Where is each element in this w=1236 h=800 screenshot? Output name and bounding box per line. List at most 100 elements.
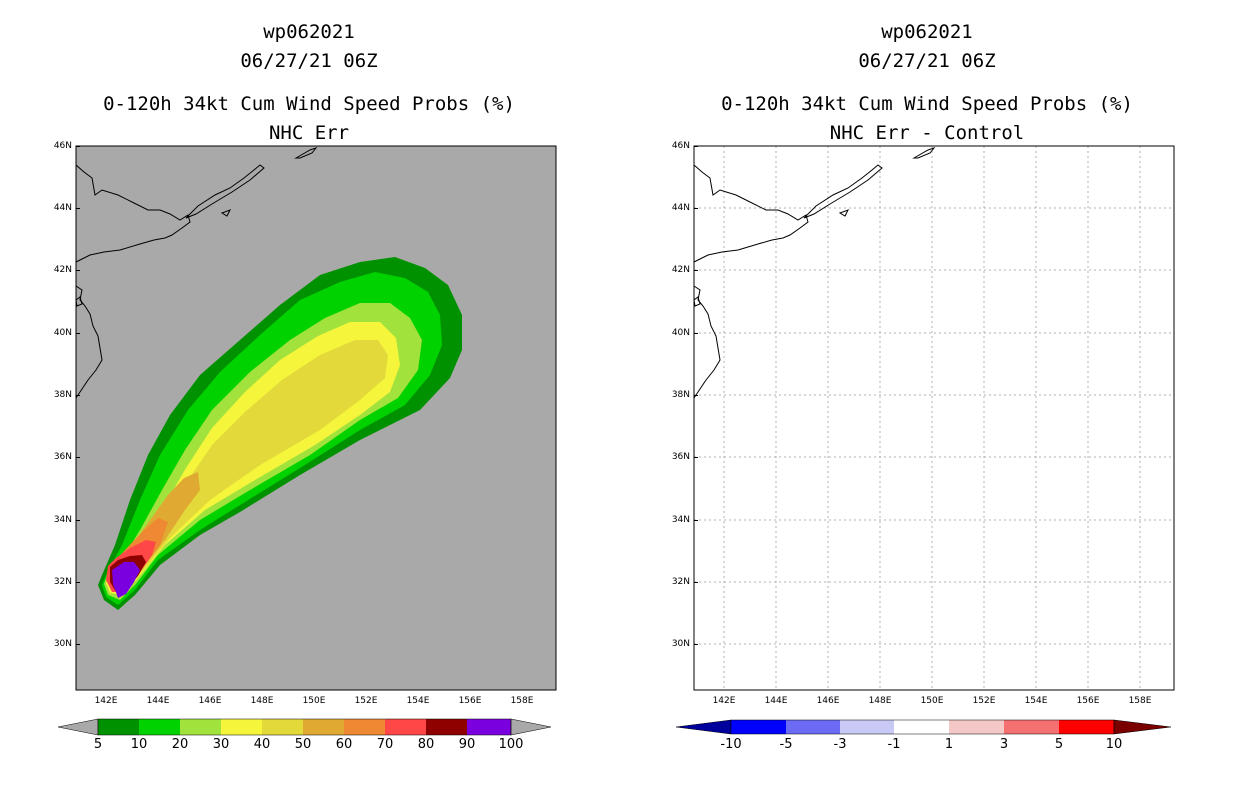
colorbar-label: 20 (171, 737, 189, 752)
colorbar-label: -10 (720, 737, 742, 752)
latitude-label: 36N (671, 452, 690, 462)
colorbar-label: -3 (833, 737, 847, 752)
colorbar-label: -5 (779, 737, 793, 752)
latitude-tick (76, 146, 80, 147)
colorbar-bin-30 (221, 719, 262, 735)
longitude-label: 150E (920, 696, 944, 706)
colorbar-bin-1 (949, 720, 1004, 734)
latitude-label: 44N (53, 203, 72, 213)
colorbar-bin-neg1 (894, 720, 949, 734)
latitude-label: 32N (671, 577, 690, 587)
left-panel: wp062021 06/27/21 06Z 0-120h 34kt Cum Wi… (53, 21, 557, 752)
longitude-label: 144E (764, 696, 788, 706)
latitude-tick (76, 644, 80, 645)
colorbar-low-arrow (675, 719, 732, 735)
latitude-label: 44N (671, 203, 690, 213)
colorbar-label: -1 (887, 737, 901, 752)
longitude-label: 154E (1024, 696, 1048, 706)
colorbar-label: 10 (1105, 737, 1123, 752)
latitude-label: 40N (53, 328, 72, 338)
latitude-label: 34N (671, 515, 690, 525)
latitude-tick (694, 644, 698, 645)
latitude-tick (694, 208, 698, 209)
right-panel: wp062021 06/27/21 06Z 0-120h 34kt Cum Wi… (618, 0, 1236, 800)
latitude-label: 46N (53, 141, 72, 151)
colorbar-bin-10 (139, 719, 180, 735)
latitude-label: 32N (53, 577, 72, 587)
longitude-label: 148E (250, 696, 274, 706)
probability-colorbar (57, 718, 552, 736)
colorbar-bin-neg3 (840, 720, 894, 734)
map-frame (75, 145, 557, 691)
longitude-label: 156E (458, 696, 482, 706)
contour-40 (108, 340, 388, 592)
latitude-label: 30N (53, 639, 72, 649)
colorbar-label: 90 (458, 737, 476, 752)
latitude-label: 34N (53, 515, 72, 525)
colorbar-bin-80 (426, 719, 467, 735)
datetime-title: 06/27/21 06Z (240, 50, 378, 72)
longitude-label: 158E (510, 696, 534, 706)
longitude-label: 158E (1128, 696, 1152, 706)
latitude-label: 30N (671, 639, 690, 649)
longitude-label: 146E (816, 696, 840, 706)
colorbar-label: 70 (376, 737, 394, 752)
colorbar-label: 40 (253, 737, 271, 752)
latitude-tick (694, 333, 698, 334)
colorbar-bin-neg5 (786, 720, 840, 734)
longitude-label: 148E (868, 696, 892, 706)
longitude-label: 142E (712, 696, 736, 706)
longitude-label: 152E (972, 696, 996, 706)
longitude-label: 154E (406, 696, 430, 706)
product-title: 0-120h 34kt Cum Wind Speed Probs (%) (721, 93, 1133, 115)
colorbar-high-arrow (510, 718, 552, 736)
colorbar-bin-20 (180, 719, 221, 735)
latitude-label: 42N (53, 265, 72, 275)
latitude-label: 42N (671, 265, 690, 275)
colorbar-label: 3 (999, 737, 1009, 752)
coastline (75, 146, 318, 399)
longitude-label: 150E (302, 696, 326, 706)
colorbar-label: 1 (944, 737, 954, 752)
colorbar-label: 5 (1054, 737, 1064, 752)
latitude-label: 46N (671, 141, 690, 151)
colorbar-bin-50 (303, 719, 344, 735)
colorbar-bin-60 (344, 719, 385, 735)
colorbar-label: 60 (335, 737, 353, 752)
colorbar-bin-neg10 (731, 720, 786, 734)
method-title: NHC Err (268, 122, 350, 144)
colorbar-bin-5 (1059, 720, 1114, 734)
latitude-label: 40N (671, 328, 690, 338)
difference-map (675, 145, 1175, 735)
latitude-label: 38N (53, 390, 72, 400)
colorbar-label: 5 (93, 737, 103, 752)
storm-id-title: wp062021 (263, 21, 355, 43)
colorbar-label: 30 (212, 737, 230, 752)
probability-map (57, 145, 557, 736)
latitude-tick (76, 520, 80, 521)
coastline (693, 146, 936, 399)
product-title: 0-120h 34kt Cum Wind Speed Probs (%) (103, 93, 515, 115)
longitude-label: 142E (94, 696, 118, 706)
latitude-label: 36N (53, 452, 72, 462)
latitude-tick (694, 582, 698, 583)
contour-90 (112, 562, 140, 598)
probability-swath (98, 257, 462, 610)
colorbar-bin-5 (98, 719, 139, 735)
latitude-tick (694, 146, 698, 147)
map-frame (693, 145, 1175, 691)
longitude-label: 156E (1076, 696, 1100, 706)
colorbar-low-arrow (57, 718, 99, 736)
latitude-tick (76, 208, 80, 209)
latitude-tick (694, 520, 698, 521)
colorbar-label: 100 (498, 737, 524, 752)
latitude-tick (694, 395, 698, 396)
latitude-tick (694, 457, 698, 458)
difference-colorbar (675, 719, 1172, 735)
map-background (694, 146, 1174, 690)
colorbar-label: 80 (417, 737, 435, 752)
colorbar-bin-40 (262, 719, 303, 735)
colorbar-bin-3 (1004, 720, 1059, 734)
datetime-title: 06/27/21 06Z (858, 50, 996, 72)
longitude-label: 144E (146, 696, 170, 706)
